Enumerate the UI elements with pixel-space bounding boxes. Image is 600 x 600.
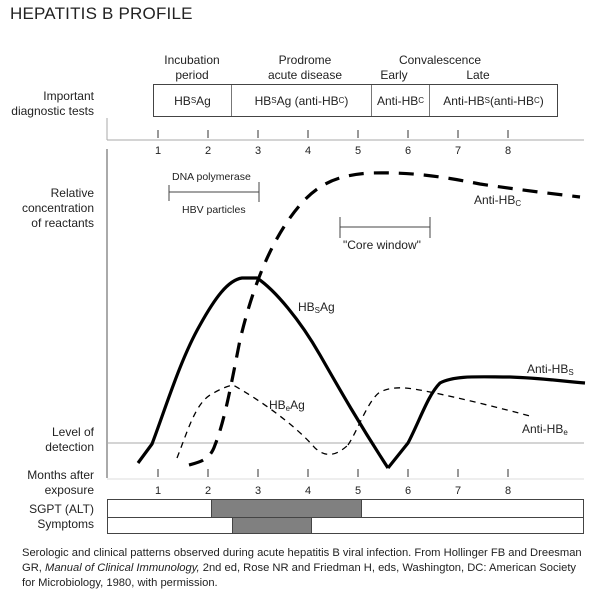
phase-prodrome: Prodrome acute disease bbox=[255, 53, 355, 83]
anti-hbc-curve bbox=[188, 171, 581, 467]
dna-polymerase-label: DNA polymerase bbox=[172, 171, 251, 183]
test-text: Ag bbox=[196, 93, 211, 108]
phase-incubation-line2: period bbox=[175, 68, 209, 82]
phase-early: Early bbox=[380, 68, 408, 82]
lower-tick-8: 8 bbox=[504, 485, 512, 497]
lower-tick-5: 5 bbox=[354, 485, 362, 497]
hbeag-curve bbox=[176, 384, 349, 459]
lower-tick-4: 4 bbox=[304, 485, 312, 497]
phase-late: Late bbox=[466, 68, 490, 82]
test-cell-anti-hbs-anti-hbc: Anti-HB S (anti-HB C) bbox=[430, 85, 557, 116]
label-text: HB bbox=[269, 398, 286, 412]
test-sub: S bbox=[271, 96, 277, 105]
label-sub: S bbox=[314, 306, 321, 315]
phase-convalescence: Convalescence bbox=[398, 53, 482, 67]
upper-tick-2: 2 bbox=[204, 145, 212, 157]
test-text: ) bbox=[539, 93, 544, 108]
label-text: Anti-HB bbox=[527, 362, 569, 376]
caption-text: 2nd ed, Rose NR and Friedman H, eds, Was… bbox=[22, 562, 577, 589]
label-line: Months after bbox=[27, 468, 94, 482]
test-text: Anti-HB bbox=[376, 93, 419, 108]
label-line: of reactants bbox=[31, 216, 94, 230]
caption-italic-title: Manual of Clinical Immunology, bbox=[45, 562, 200, 574]
anti-hbe-curve bbox=[347, 387, 531, 446]
test-text: Ag (anti-HB bbox=[276, 93, 339, 108]
symptoms-label: Symptoms bbox=[37, 517, 94, 531]
label-sub: e bbox=[563, 428, 568, 437]
page-title: HEPATITIS B PROFILE bbox=[10, 4, 193, 23]
core-window-label: "Core window" bbox=[343, 238, 421, 252]
test-sub: C bbox=[533, 96, 540, 105]
phase-incubation: Incubation period bbox=[155, 53, 229, 83]
level-of-detection-label: Level of detection bbox=[0, 425, 94, 455]
anti-hbs-label: Anti-HBS bbox=[527, 362, 574, 380]
test-sub: C bbox=[418, 96, 425, 105]
hbv-particles-label: HBV particles bbox=[182, 204, 246, 216]
lower-month-ticks bbox=[157, 469, 509, 477]
anti-hbs-curve bbox=[386, 375, 586, 469]
label-line: exposure bbox=[44, 483, 94, 497]
upper-tick-4: 4 bbox=[304, 145, 312, 157]
label-text: Anti-HB bbox=[474, 193, 516, 207]
anti-hbe-label: Anti-HBe bbox=[522, 422, 568, 440]
diagnostic-tests-label: Important diagnostic tests bbox=[0, 89, 94, 119]
test-sub: S bbox=[484, 96, 490, 105]
label-line: concentration bbox=[21, 201, 94, 215]
test-text: HB bbox=[254, 93, 272, 108]
months-after-exposure-label: Months after exposure bbox=[0, 468, 94, 498]
upper-month-ticks bbox=[157, 130, 509, 138]
phase-prodrome-line1: Prodrome bbox=[278, 53, 332, 67]
label-sub: e bbox=[285, 404, 291, 413]
relative-concentration-label: Relative concentration of reactants bbox=[0, 186, 94, 231]
hbeag-label: HBeAg bbox=[269, 398, 305, 416]
phase-prodrome-line2: acute disease bbox=[267, 68, 343, 82]
upper-tick-7: 7 bbox=[454, 145, 462, 157]
label-text: HB bbox=[298, 300, 315, 314]
test-text: HB bbox=[174, 93, 191, 108]
sgpt-bar-row bbox=[107, 499, 584, 518]
symptoms-bar-row bbox=[107, 517, 584, 534]
label-line: detection bbox=[45, 440, 94, 454]
label-line: Level of bbox=[51, 425, 94, 439]
hbsag-curve bbox=[136, 276, 390, 469]
label-text: Ag bbox=[320, 300, 335, 314]
label-text: Ag bbox=[290, 398, 305, 412]
core-window-bracket bbox=[339, 217, 431, 238]
test-cell-hbsag: HB S Ag bbox=[154, 85, 232, 116]
lower-tick-2: 2 bbox=[204, 485, 212, 497]
test-sub: C bbox=[338, 96, 345, 105]
lower-tick-1: 1 bbox=[154, 485, 162, 497]
label-text: Anti-HB bbox=[522, 422, 564, 436]
label-line: diagnostic tests bbox=[11, 104, 94, 118]
upper-tick-8: 8 bbox=[504, 145, 512, 157]
anti-hbc-label: Anti-HBC bbox=[474, 193, 521, 211]
diagnostic-tests-table: HB S Ag HB S Ag (anti-HB C) Anti-HB C Anti-HB S… bbox=[153, 84, 558, 117]
figure-caption: Serologic and clinical patterns observed… bbox=[22, 546, 592, 591]
sgpt-elevated-range bbox=[211, 499, 362, 518]
upper-tick-5: 5 bbox=[354, 145, 362, 157]
upper-tick-1: 1 bbox=[154, 145, 162, 157]
test-text: (anti-HB bbox=[489, 93, 534, 108]
test-cell-anti-hbc: Anti-HB C bbox=[372, 85, 430, 116]
upper-tick-6: 6 bbox=[404, 145, 412, 157]
lower-tick-6: 6 bbox=[404, 485, 412, 497]
label-sub: S bbox=[568, 368, 574, 377]
label-line: Relative bbox=[50, 186, 94, 200]
test-text: Anti-HB bbox=[443, 93, 485, 108]
dna-polymerase-bracket bbox=[168, 182, 260, 202]
caption-text: Serologic and clinical patterns observed… bbox=[22, 547, 582, 574]
test-sub: S bbox=[190, 96, 197, 105]
hbsag-label: HBSAg bbox=[298, 300, 335, 318]
symptoms-range bbox=[232, 517, 312, 534]
label-sub: C bbox=[515, 199, 522, 208]
test-cell-hbsag-anti-hbc: HB S Ag (anti-HB C) bbox=[232, 85, 372, 116]
lower-tick-3: 3 bbox=[254, 485, 262, 497]
phase-incubation-line1: Incubation bbox=[164, 53, 220, 67]
upper-tick-3: 3 bbox=[254, 145, 262, 157]
sgpt-label: SGPT (ALT) bbox=[29, 502, 94, 516]
test-text: ) bbox=[344, 93, 349, 108]
lower-tick-7: 7 bbox=[454, 485, 462, 497]
label-line: Important bbox=[43, 89, 94, 103]
